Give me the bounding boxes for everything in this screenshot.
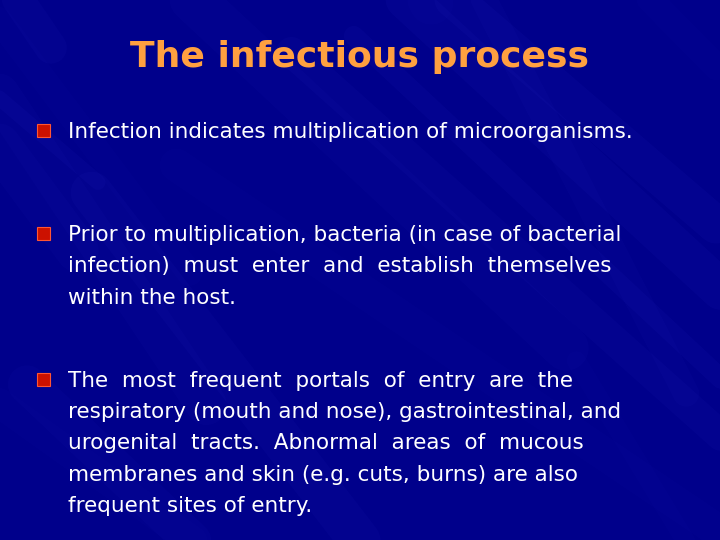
FancyBboxPatch shape [37, 124, 50, 137]
Text: frequent sites of entry.: frequent sites of entry. [68, 496, 312, 516]
Text: respiratory (mouth and nose), gastrointestinal, and: respiratory (mouth and nose), gastrointe… [68, 402, 621, 422]
Text: The  most  frequent  portals  of  entry  are  the: The most frequent portals of entry are t… [68, 370, 573, 391]
Text: Prior to multiplication, bacteria (in case of bacterial: Prior to multiplication, bacteria (in ca… [68, 225, 622, 245]
Text: The infectious process: The infectious process [130, 40, 590, 73]
Text: within the host.: within the host. [68, 287, 236, 308]
Text: Infection indicates multiplication of microorganisms.: Infection indicates multiplication of mi… [68, 122, 633, 143]
FancyBboxPatch shape [37, 227, 50, 240]
Text: infection)  must  enter  and  establish  themselves: infection) must enter and establish them… [68, 256, 612, 276]
Text: membranes and skin (e.g. cuts, burns) are also: membranes and skin (e.g. cuts, burns) ar… [68, 464, 578, 485]
FancyBboxPatch shape [37, 373, 50, 386]
Text: urogenital  tracts.  Abnormal  areas  of  mucous: urogenital tracts. Abnormal areas of muc… [68, 433, 584, 454]
